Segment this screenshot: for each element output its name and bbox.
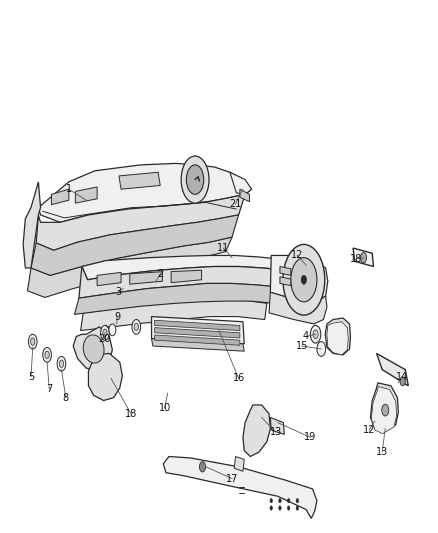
Circle shape [132,319,141,334]
Polygon shape [280,266,291,276]
Circle shape [287,498,290,503]
Polygon shape [82,255,313,280]
Text: 15: 15 [296,341,308,351]
Circle shape [301,276,307,284]
Circle shape [296,498,299,503]
Polygon shape [325,318,350,355]
Polygon shape [119,172,160,189]
Polygon shape [97,272,121,286]
Text: 5: 5 [28,372,34,382]
Circle shape [283,245,325,315]
Text: 17: 17 [226,474,238,483]
Polygon shape [28,237,232,297]
Circle shape [181,156,209,203]
Polygon shape [31,215,239,276]
Polygon shape [269,292,327,324]
Text: 18: 18 [125,409,137,419]
Circle shape [287,506,290,510]
Polygon shape [23,182,41,268]
Circle shape [313,330,318,338]
Circle shape [134,323,138,330]
Polygon shape [152,317,244,344]
Circle shape [199,462,205,472]
Circle shape [279,506,281,510]
Circle shape [400,377,405,386]
Polygon shape [75,187,97,203]
Text: 1: 1 [66,184,72,194]
Circle shape [43,348,51,362]
Circle shape [59,360,64,367]
Polygon shape [371,386,396,434]
Polygon shape [81,300,267,330]
Polygon shape [79,266,308,298]
Circle shape [31,338,35,345]
Circle shape [279,498,281,503]
Circle shape [101,326,110,340]
Circle shape [270,506,272,510]
Text: 16: 16 [233,374,245,383]
Polygon shape [327,322,348,355]
Polygon shape [155,320,240,330]
Polygon shape [171,270,201,282]
Polygon shape [270,417,284,434]
Text: 21: 21 [230,199,242,209]
Text: 13: 13 [269,427,282,437]
Text: 18: 18 [350,254,362,264]
Text: 2: 2 [157,269,163,279]
Circle shape [382,404,389,416]
Polygon shape [377,353,408,386]
Polygon shape [270,255,328,303]
Circle shape [311,326,321,343]
Text: 10: 10 [159,403,171,413]
Polygon shape [83,284,270,313]
Polygon shape [88,353,122,400]
Polygon shape [163,456,317,519]
Text: 7: 7 [46,384,53,394]
Polygon shape [130,272,162,284]
Circle shape [109,324,116,336]
Text: 13: 13 [376,447,389,457]
Text: 19: 19 [304,432,317,442]
Polygon shape [240,189,250,201]
Text: 3: 3 [115,287,121,297]
Polygon shape [230,172,252,195]
Polygon shape [243,405,270,456]
Polygon shape [353,248,374,266]
Polygon shape [51,189,69,205]
Text: 9: 9 [114,312,120,321]
Polygon shape [74,284,304,314]
Polygon shape [152,338,244,351]
Circle shape [360,253,367,263]
Polygon shape [36,195,245,251]
Text: 4: 4 [303,332,309,342]
Polygon shape [73,327,113,371]
Text: 14: 14 [396,372,408,382]
Text: 8: 8 [63,393,69,402]
Circle shape [270,498,272,503]
Polygon shape [371,383,398,432]
Circle shape [103,329,107,336]
Circle shape [317,342,325,357]
Circle shape [186,165,204,195]
Text: 20: 20 [99,334,111,344]
Circle shape [291,257,317,302]
Polygon shape [155,328,240,338]
Circle shape [296,506,299,510]
Text: 12: 12 [291,251,304,261]
Polygon shape [234,456,244,471]
Circle shape [45,351,49,359]
Circle shape [57,357,66,371]
Polygon shape [39,164,252,222]
Polygon shape [280,277,291,286]
Polygon shape [155,335,240,345]
Text: 11: 11 [217,243,230,253]
Circle shape [28,334,37,349]
Ellipse shape [83,335,104,363]
Text: 12: 12 [363,425,375,435]
